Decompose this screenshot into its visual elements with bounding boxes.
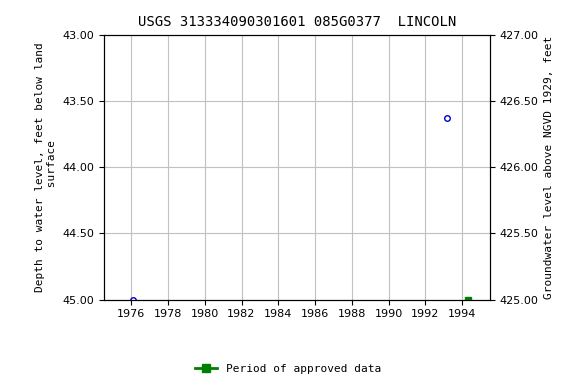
Y-axis label: Groundwater level above NGVD 1929, feet: Groundwater level above NGVD 1929, feet xyxy=(544,35,554,299)
Y-axis label: Depth to water level, feet below land
 surface: Depth to water level, feet below land su… xyxy=(35,42,56,292)
Legend: Period of approved data: Period of approved data xyxy=(191,359,385,379)
Title: USGS 313334090301601 085G0377  LINCOLN: USGS 313334090301601 085G0377 LINCOLN xyxy=(138,15,456,29)
